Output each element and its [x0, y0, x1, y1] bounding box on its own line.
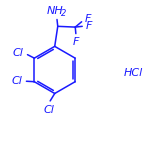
Text: HCl: HCl	[124, 68, 143, 78]
Text: NH: NH	[47, 6, 64, 16]
Text: F: F	[73, 37, 79, 47]
Text: Cl: Cl	[11, 76, 22, 86]
Text: Cl: Cl	[43, 105, 54, 115]
Text: Cl: Cl	[12, 48, 23, 58]
Text: F: F	[86, 21, 92, 31]
Text: 2: 2	[60, 9, 66, 18]
Text: F: F	[84, 14, 91, 24]
